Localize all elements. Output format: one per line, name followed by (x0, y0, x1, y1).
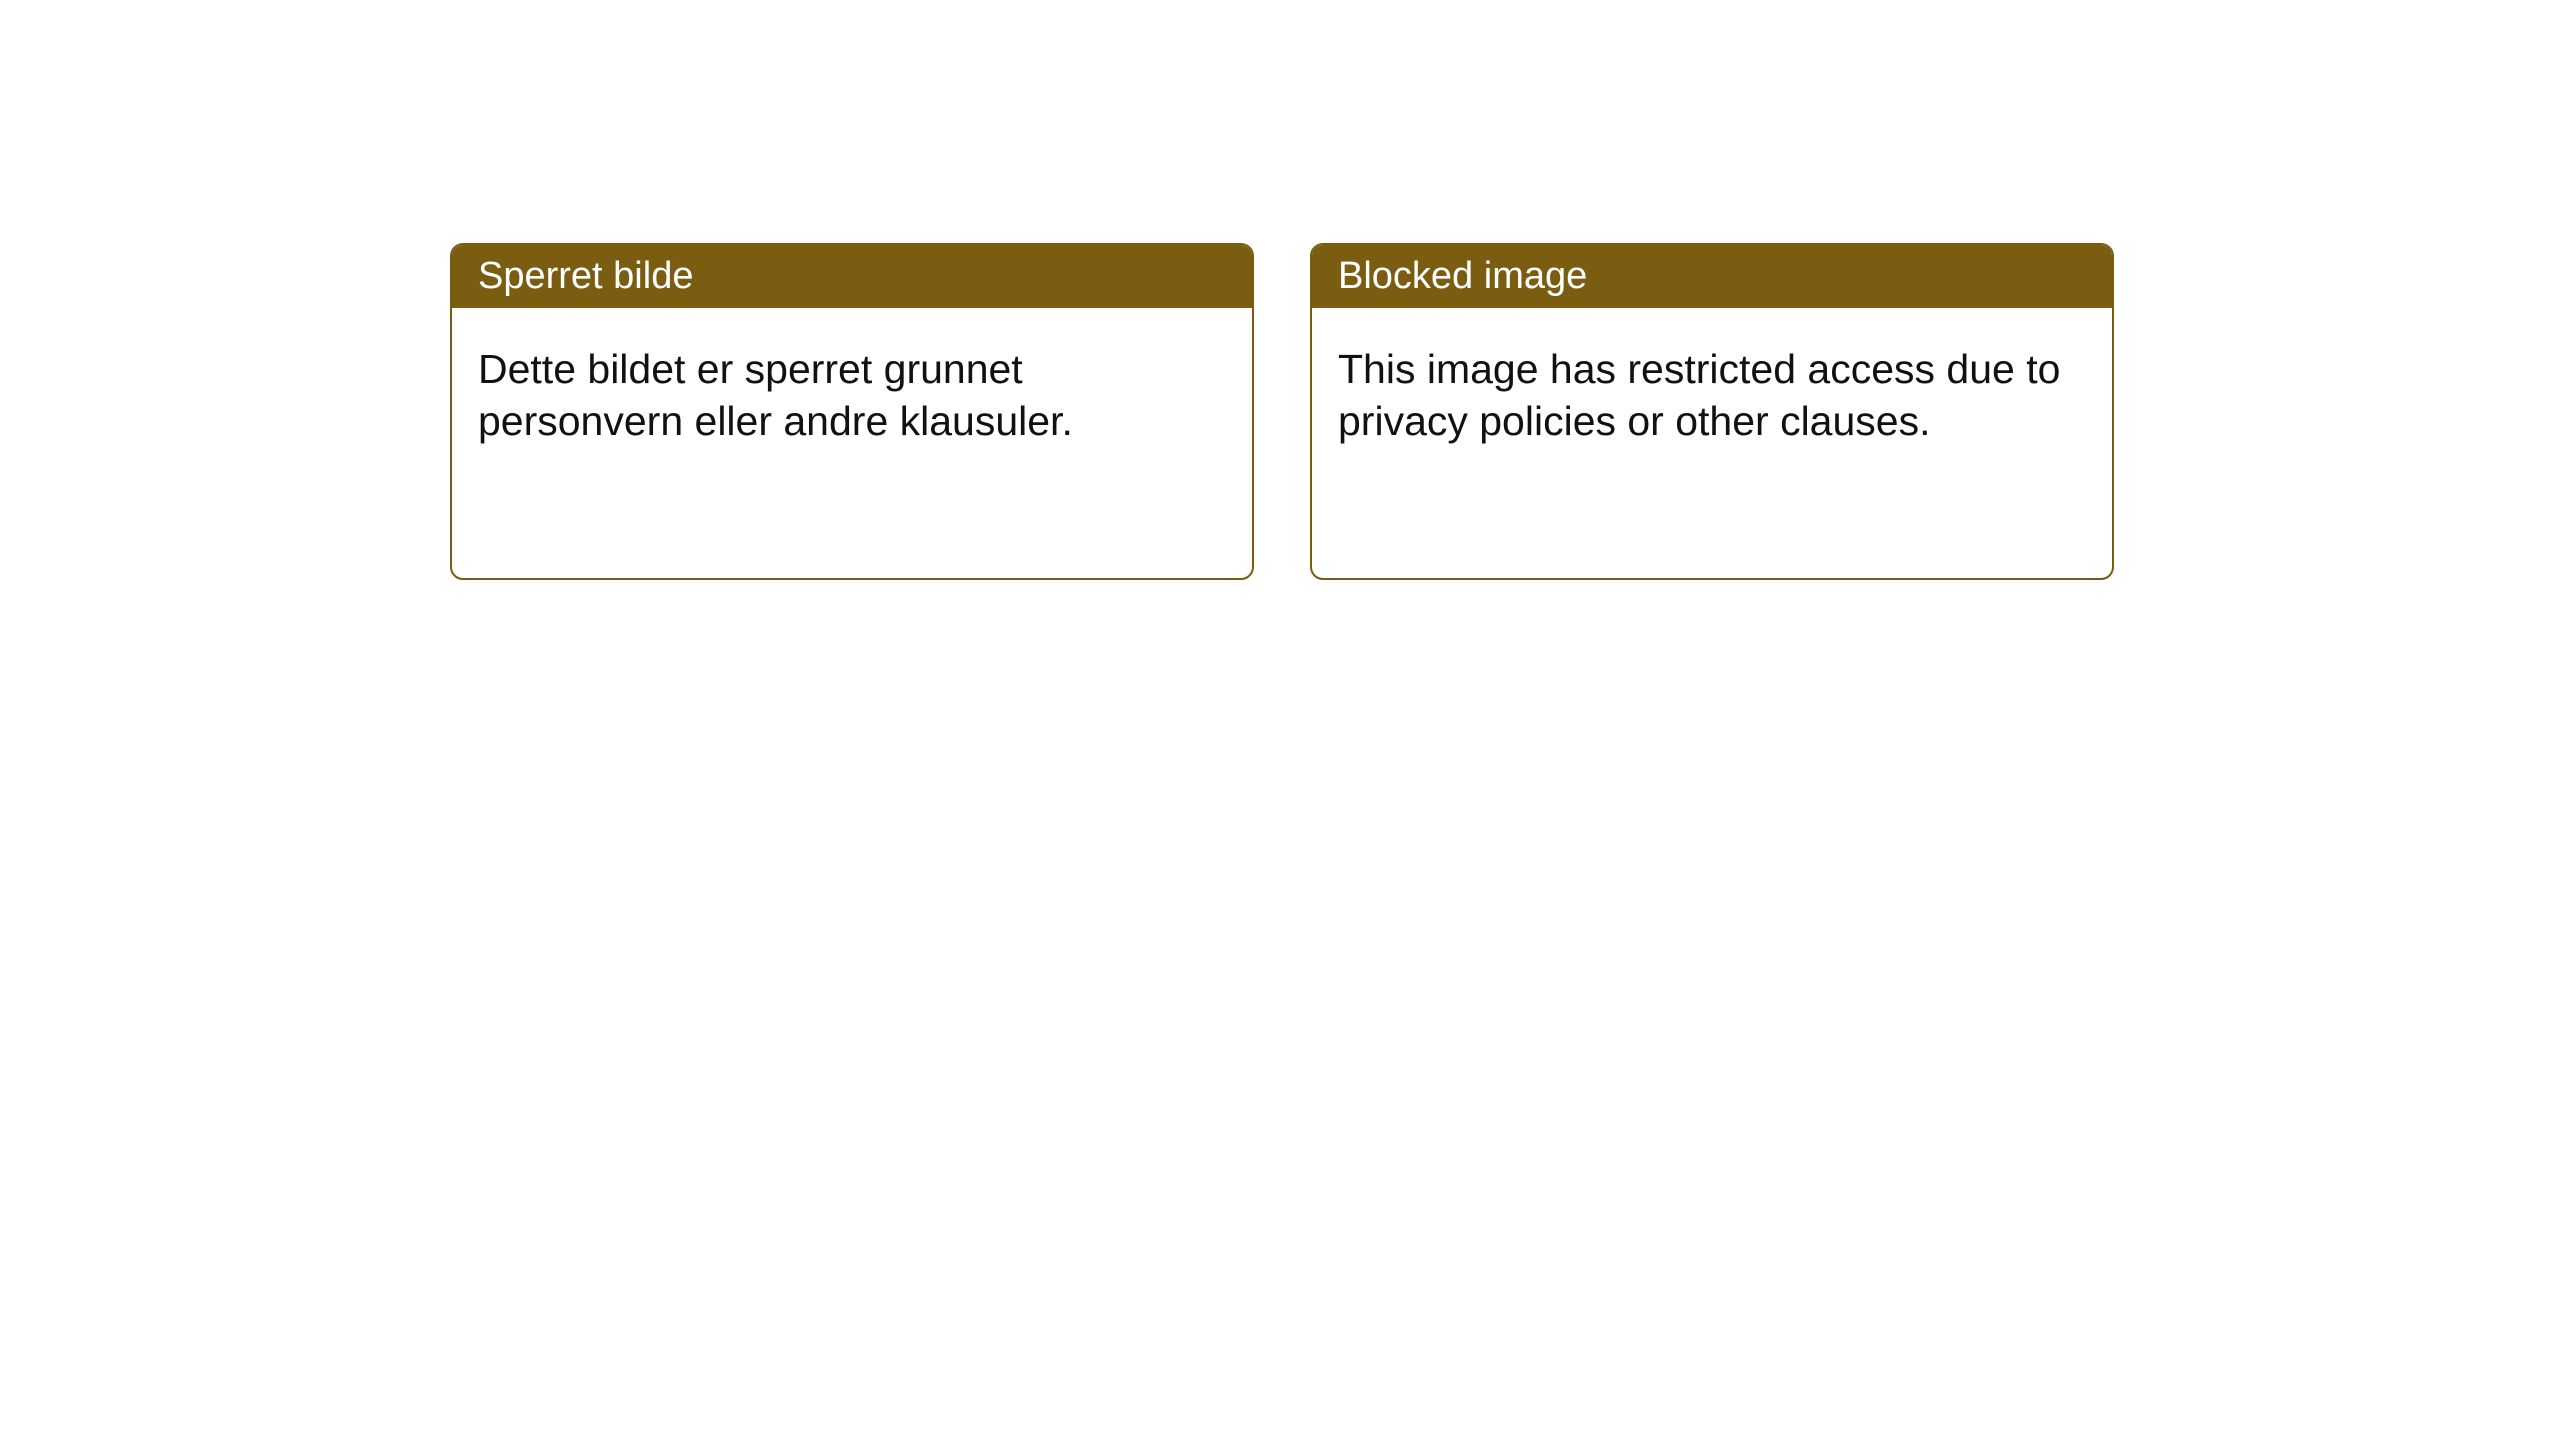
notice-title-no: Sperret bilde (452, 245, 1252, 308)
notice-body-en: This image has restricted access due to … (1312, 308, 2112, 578)
notice-card-no: Sperret bilde Dette bildet er sperret gr… (450, 243, 1254, 580)
notice-card-en: Blocked image This image has restricted … (1310, 243, 2114, 580)
notice-body-no: Dette bildet er sperret grunnet personve… (452, 308, 1252, 578)
notice-title-en: Blocked image (1312, 245, 2112, 308)
notice-container: Sperret bilde Dette bildet er sperret gr… (450, 243, 2114, 580)
